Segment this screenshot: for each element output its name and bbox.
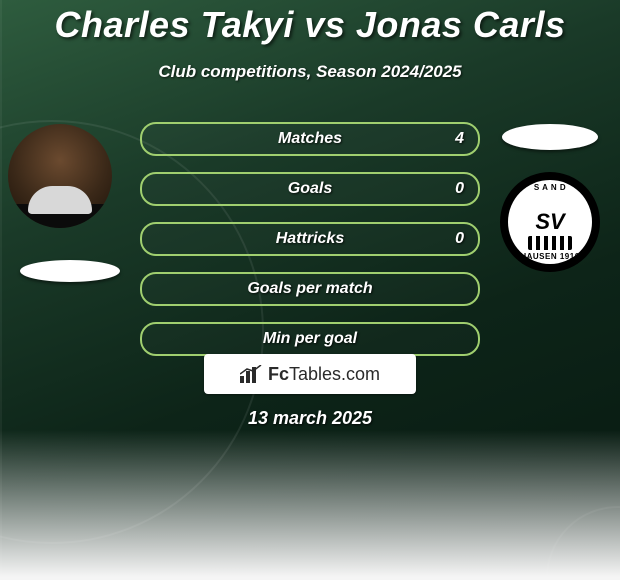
stat-label: Goals per match: [247, 280, 372, 298]
page-title: Charles Takyi vs Jonas Carls: [0, 4, 620, 46]
stat-value: 4: [455, 130, 464, 148]
stat-label: Matches: [278, 130, 342, 148]
stat-row-goals-per-match: Goals per match: [140, 272, 480, 306]
crest-main-text: SV: [535, 212, 564, 232]
stat-value: 0: [455, 230, 464, 248]
stat-row-goals: Goals 0: [140, 172, 480, 206]
stat-row-min-per-goal: Min per goal: [140, 322, 480, 356]
date: 13 march 2025: [0, 408, 620, 429]
subtitle: Club competitions, Season 2024/2025: [0, 62, 620, 82]
fctables-brand: FcTables.com: [204, 354, 416, 394]
brand-text: FcTables.com: [268, 364, 380, 385]
stat-row-hattricks: Hattricks 0: [140, 222, 480, 256]
sv-sandhausen-crest: S A N D SV HAUSEN 1916: [500, 172, 600, 272]
stat-label: Goals: [288, 180, 332, 198]
stat-value: 0: [455, 180, 464, 198]
crest-top-text: S A N D: [534, 183, 566, 192]
stat-label: Hattricks: [276, 230, 344, 248]
player-right-club-badge: [502, 124, 598, 150]
stat-label: Min per goal: [263, 330, 357, 348]
crest-bottom-text: HAUSEN 1916: [520, 252, 579, 261]
stat-row-matches: Matches 4: [140, 122, 480, 156]
stat-rows: Matches 4 Goals 0 Hattricks 0 Goals per …: [140, 122, 480, 372]
player-left-club-badge: [20, 260, 120, 282]
bar-chart-icon: [240, 365, 262, 383]
player-left-avatar: [8, 124, 112, 228]
